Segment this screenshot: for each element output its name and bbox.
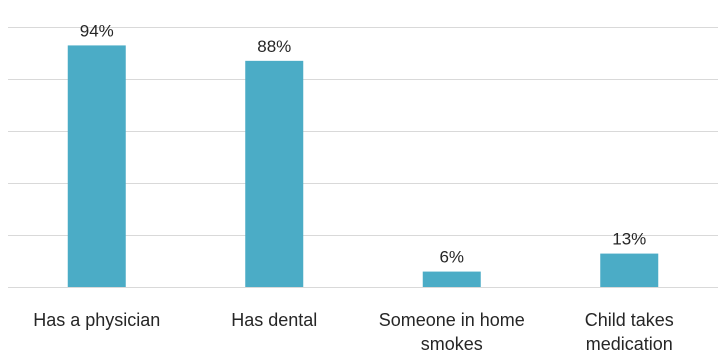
category-label-3-line-0: Child takes xyxy=(585,310,674,330)
category-label-2: Someone in home smokes xyxy=(379,310,525,354)
category-label-0: Has a physician xyxy=(33,310,160,330)
data-labels: 94% 88% 6% 13% xyxy=(80,21,647,266)
category-label-0-line-0: Has a physician xyxy=(33,310,160,330)
category-label-3-line-1: medication xyxy=(586,334,673,354)
bars xyxy=(67,45,659,288)
bar-2 xyxy=(422,271,481,287)
data-label-1: 88% xyxy=(257,37,291,56)
bar-1 xyxy=(245,60,304,288)
category-label-3: Child takes medication xyxy=(585,310,674,354)
data-label-0: 94% xyxy=(80,21,114,40)
category-label-1: Has dental xyxy=(231,310,317,330)
bar-3 xyxy=(600,253,659,287)
data-label-2: 6% xyxy=(439,248,464,267)
category-label-1-line-0: Has dental xyxy=(231,310,317,330)
category-label-2-line-0: Someone in home xyxy=(379,310,525,330)
data-label-3: 13% xyxy=(612,230,646,249)
bar-0 xyxy=(67,45,126,287)
gridlines xyxy=(8,27,718,288)
category-label-2-line-1: smokes xyxy=(421,334,483,354)
category-labels: Has a physician Has dental Someone in home… xyxy=(33,310,674,354)
